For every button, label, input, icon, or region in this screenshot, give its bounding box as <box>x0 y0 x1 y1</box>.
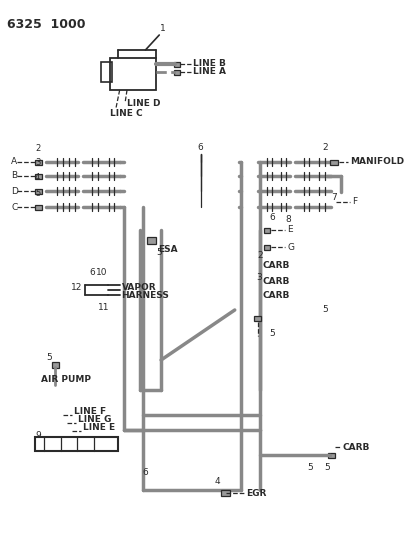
Text: HARNESS: HARNESS <box>122 290 169 300</box>
Text: 5: 5 <box>308 463 313 472</box>
Text: 2: 2 <box>35 144 40 153</box>
Bar <box>35 159 42 165</box>
Text: 6: 6 <box>270 214 275 222</box>
Text: VAPOR: VAPOR <box>122 282 156 292</box>
Bar <box>35 174 42 179</box>
Bar <box>264 245 270 249</box>
Text: A: A <box>11 157 17 166</box>
Text: 2: 2 <box>322 143 328 152</box>
Text: LINE B: LINE B <box>193 60 226 69</box>
Text: CARB: CARB <box>342 442 370 451</box>
Text: D: D <box>11 187 18 196</box>
Text: LINE E: LINE E <box>83 424 115 432</box>
Text: 3: 3 <box>35 158 40 167</box>
Text: ESA: ESA <box>158 245 178 254</box>
Bar <box>328 453 335 457</box>
Bar <box>111 58 157 90</box>
Text: CARB: CARB <box>262 278 290 287</box>
Text: 4: 4 <box>215 477 220 486</box>
Bar <box>221 490 230 496</box>
Text: 1: 1 <box>160 24 166 33</box>
Text: LINE A: LINE A <box>193 68 226 77</box>
Bar <box>147 237 157 244</box>
Text: 2: 2 <box>258 251 264 260</box>
Bar <box>35 437 118 451</box>
Text: CARB: CARB <box>262 261 290 270</box>
Text: 3: 3 <box>256 273 262 282</box>
Text: 4: 4 <box>35 173 40 182</box>
Text: LINE C: LINE C <box>111 109 143 118</box>
Text: 6: 6 <box>89 268 95 277</box>
Bar <box>173 61 180 67</box>
Bar <box>51 362 59 368</box>
Bar <box>254 316 262 320</box>
Text: 5: 5 <box>322 305 328 314</box>
Text: 8: 8 <box>285 215 291 224</box>
Text: 5: 5 <box>269 328 275 337</box>
Text: F: F <box>352 198 357 206</box>
Text: 7: 7 <box>331 192 337 201</box>
Text: C: C <box>11 203 17 212</box>
Text: B: B <box>11 172 17 181</box>
Text: 9: 9 <box>35 431 41 440</box>
Text: LINE F: LINE F <box>73 408 106 416</box>
Text: LINE G: LINE G <box>78 416 112 424</box>
Bar <box>330 159 338 165</box>
Bar <box>173 69 180 75</box>
Bar <box>264 228 270 232</box>
Text: CARB: CARB <box>262 290 290 300</box>
Bar <box>35 189 42 193</box>
Text: G: G <box>287 243 294 252</box>
Text: 5: 5 <box>157 248 162 257</box>
Text: AIR PUMP: AIR PUMP <box>42 375 91 384</box>
Text: 6: 6 <box>143 468 149 477</box>
Bar <box>35 205 42 209</box>
Text: E: E <box>287 225 293 235</box>
Text: 5: 5 <box>324 463 330 472</box>
Text: LINE D: LINE D <box>127 100 160 109</box>
Text: 12: 12 <box>71 282 82 292</box>
Text: 10: 10 <box>96 268 107 277</box>
Text: MANIFOLD: MANIFOLD <box>350 157 404 166</box>
Text: 5: 5 <box>35 189 40 198</box>
Bar <box>101 62 112 82</box>
Text: EGR: EGR <box>246 489 266 497</box>
Text: 6: 6 <box>198 143 204 152</box>
Text: 6325  1000: 6325 1000 <box>7 18 86 31</box>
Text: 5: 5 <box>46 353 52 362</box>
Text: 11: 11 <box>98 303 109 312</box>
